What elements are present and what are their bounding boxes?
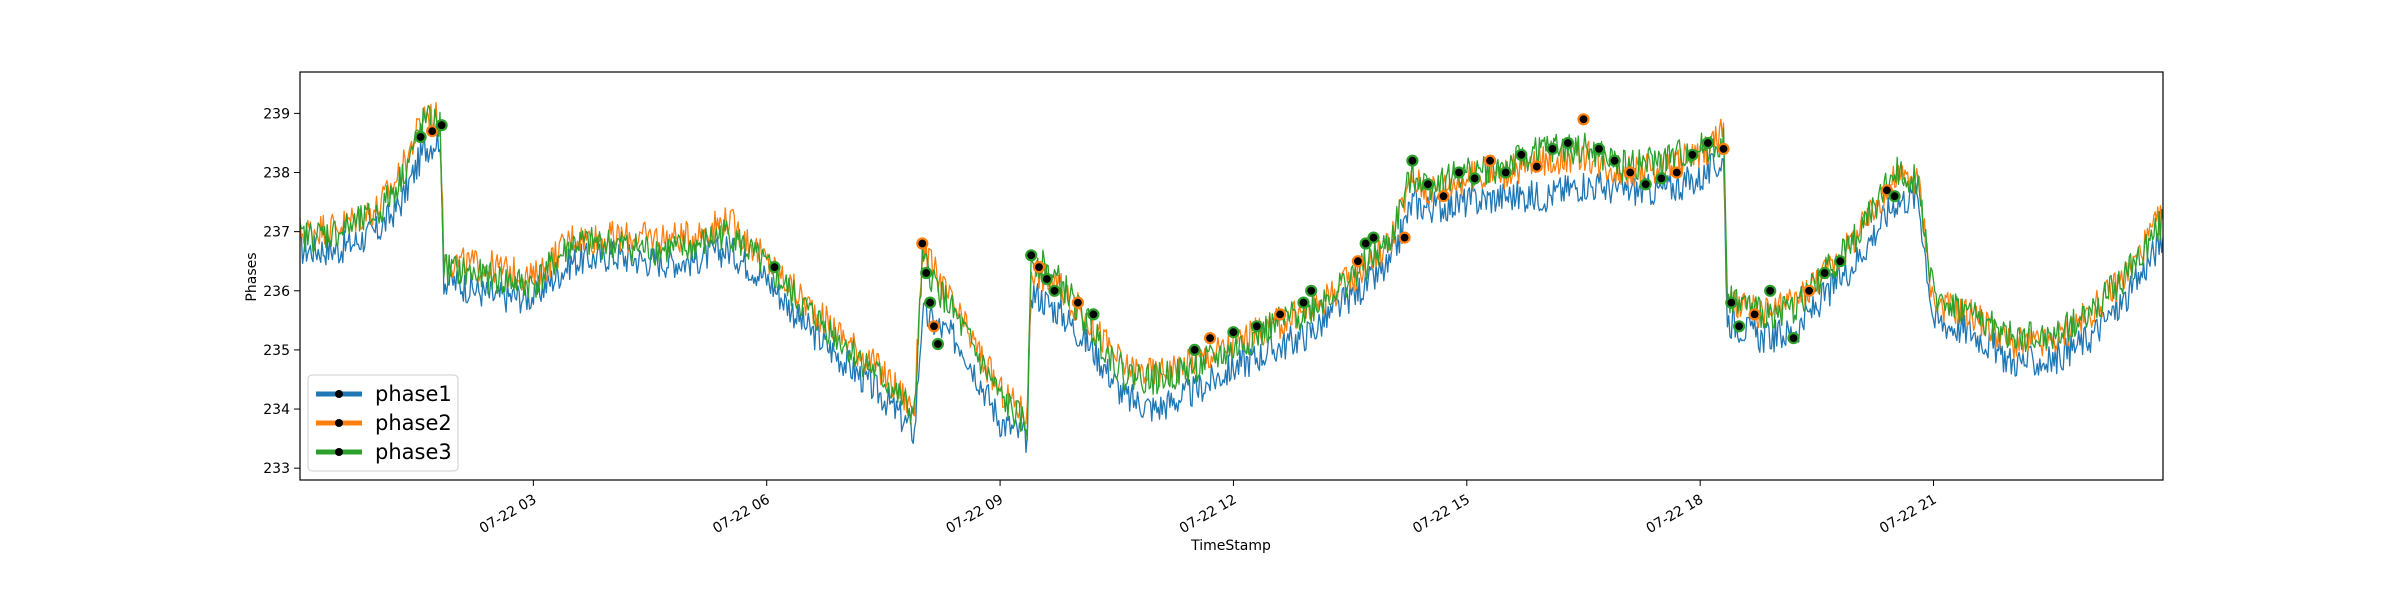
anomaly-marker: [1732, 320, 1746, 333]
anomaly-marker: [1834, 255, 1847, 268]
anomaly-marker: [1250, 320, 1263, 333]
series-line-phase3: [299, 104, 2164, 441]
legend-marker-phase2: [335, 419, 343, 427]
anomaly-marker: [1398, 231, 1411, 244]
anomaly-marker: [1468, 172, 1481, 185]
anomaly-marker: [1406, 154, 1419, 167]
anomaly-marker: [927, 320, 941, 333]
legend-marker-phase3: [335, 448, 343, 456]
anomaly-marker: [1227, 326, 1240, 339]
legend-label-phase3: phase3: [375, 440, 452, 464]
anomaly-marker: [426, 125, 439, 138]
legend: phase1 phase2 phase3: [307, 374, 459, 472]
anomaly-marker: [1624, 166, 1637, 179]
anomaly-marker: [1577, 113, 1590, 126]
anomaly-marker: [1608, 154, 1621, 167]
anomaly-marker: [1048, 284, 1061, 297]
plot-frame: [299, 71, 2164, 481]
anomaly-marker: [1040, 272, 1053, 286]
anomaly-marker: [1561, 136, 1575, 150]
y-tick-label: 236: [263, 284, 290, 300]
anomaly-marker: [1818, 266, 1831, 280]
y-tick-label: 233: [263, 461, 290, 477]
anomaly-marker: [1717, 142, 1730, 155]
anomaly-marker: [1592, 142, 1606, 155]
legend-marker-phase1: [335, 390, 343, 398]
anomaly-marker: [1748, 308, 1761, 321]
y-tick-label: 238: [263, 166, 290, 182]
x-axis-title: TimeStamp: [1190, 538, 1271, 554]
anomaly-marker: [1203, 332, 1217, 345]
anomaly-marker: [1888, 190, 1901, 203]
anomaly-marker: [1483, 154, 1497, 167]
anomaly-marker: [931, 337, 945, 351]
anomaly-marker: [1880, 184, 1894, 197]
anomaly-marker: [1421, 178, 1435, 191]
anomaly-marker: [1670, 166, 1683, 179]
y-tick-label: 239: [263, 106, 290, 122]
anomaly-marker: [768, 261, 781, 274]
anomaly-marker: [1802, 284, 1816, 297]
anomaly-marker: [1437, 190, 1450, 203]
anomaly-marker: [1071, 296, 1085, 309]
anomaly-marker: [916, 237, 929, 250]
anomaly-marker: [923, 296, 937, 309]
anomaly-marker: [1273, 308, 1287, 321]
anomaly-marker: [1725, 296, 1738, 309]
anomaly-marker: [1701, 136, 1715, 150]
anomaly-marker: [1351, 255, 1365, 268]
anomaly-marker: [1546, 142, 1559, 155]
anomaly-marker: [1297, 296, 1310, 309]
anomaly-marker: [1639, 178, 1652, 191]
y-tick-label: 234: [263, 402, 290, 418]
anomaly-marker: [1367, 231, 1380, 244]
legend-label-phase2: phase2: [375, 411, 452, 435]
anomaly-marker: [1764, 284, 1777, 297]
anomaly-marker: [414, 130, 427, 144]
y-axis-title: Phases: [244, 252, 260, 301]
legend-box: [307, 374, 459, 472]
legend-label-phase1: phase1: [375, 382, 452, 406]
anomaly-marker: [1499, 166, 1512, 179]
anomaly-marker: [1452, 166, 1466, 179]
y-tick-label: 237: [263, 225, 290, 241]
y-axis: 233 234 235 236 237 238 239: [263, 106, 300, 477]
anomaly-marker: [1025, 249, 1038, 262]
anomaly-marker: [1032, 261, 1046, 274]
anomaly-marker: [920, 266, 933, 280]
series-layer: [299, 101, 2164, 454]
anomaly-marker: [1087, 308, 1100, 321]
anomaly-marker: [1305, 284, 1318, 297]
anomaly-marker: [1655, 172, 1668, 185]
anomaly-marker: [1515, 148, 1528, 161]
anomaly-marker: [1359, 237, 1372, 250]
y-tick-label: 235: [263, 343, 290, 359]
anomaly-marker: [1787, 332, 1800, 345]
anomaly-marker: [435, 119, 448, 132]
anomaly-marker: [1686, 148, 1699, 161]
anomaly-marker-layer: [414, 113, 1901, 356]
anomaly-marker: [1188, 343, 1201, 356]
anomaly-marker: [1530, 160, 1543, 173]
